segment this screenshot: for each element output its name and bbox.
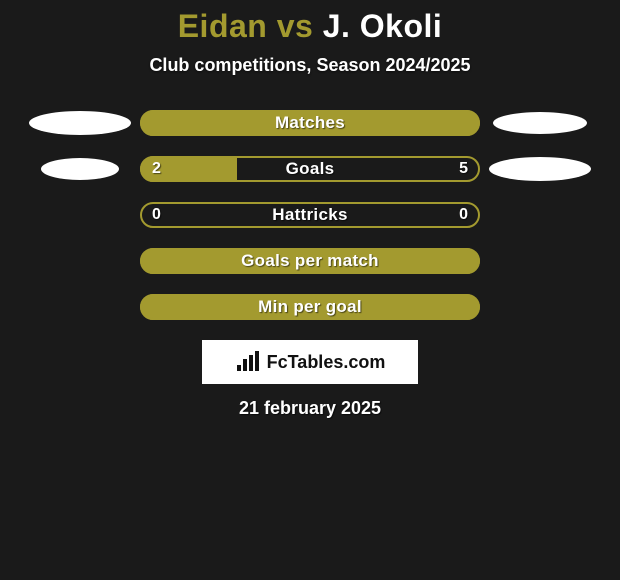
stat-bar: Matches: [140, 110, 480, 136]
stat-row: Min per goal: [0, 294, 620, 320]
ellipse-a: [41, 158, 119, 180]
player-b-name: J. Okoli: [323, 8, 443, 44]
stat-label: Matches: [140, 110, 480, 136]
bars-icon: [235, 351, 261, 373]
stat-label: Min per goal: [140, 294, 480, 320]
stat-bar: Goals per match: [140, 248, 480, 274]
player-a-indicator: [20, 156, 140, 182]
page-title: Eidan vs J. Okoli: [0, 8, 620, 45]
logo-text: FcTables.com: [267, 352, 386, 373]
stat-bar: Min per goal: [140, 294, 480, 320]
stat-row: Matches: [0, 110, 620, 136]
fctables-logo: FcTables.com: [202, 340, 418, 384]
stat-row: Goals per match: [0, 248, 620, 274]
player-b-indicator: [480, 110, 600, 136]
comparison-card: Eidan vs J. Okoli Club competitions, Sea…: [0, 0, 620, 419]
ellipse-a: [29, 111, 131, 135]
stat-bar: 25Goals: [140, 156, 480, 182]
stat-label: Goals per match: [140, 248, 480, 274]
stat-row: 00Hattricks: [0, 202, 620, 228]
subtitle: Club competitions, Season 2024/2025: [0, 55, 620, 76]
player-a-indicator: [20, 248, 140, 274]
player-b-indicator: [480, 202, 600, 228]
player-a-indicator: [20, 294, 140, 320]
player-b-indicator: [480, 156, 600, 182]
ellipse-b: [493, 112, 587, 134]
title-connector: vs: [267, 8, 322, 44]
player-b-indicator: [480, 294, 600, 320]
player-a-name: Eidan: [178, 8, 268, 44]
stat-label: Hattricks: [140, 202, 480, 228]
generation-date: 21 february 2025: [0, 398, 620, 419]
player-a-indicator: [20, 202, 140, 228]
ellipse-b: [489, 157, 591, 181]
stat-bar: 00Hattricks: [140, 202, 480, 228]
player-a-indicator: [20, 110, 140, 136]
stat-label: Goals: [140, 156, 480, 182]
player-b-indicator: [480, 248, 600, 274]
stat-row: 25Goals: [0, 156, 620, 182]
